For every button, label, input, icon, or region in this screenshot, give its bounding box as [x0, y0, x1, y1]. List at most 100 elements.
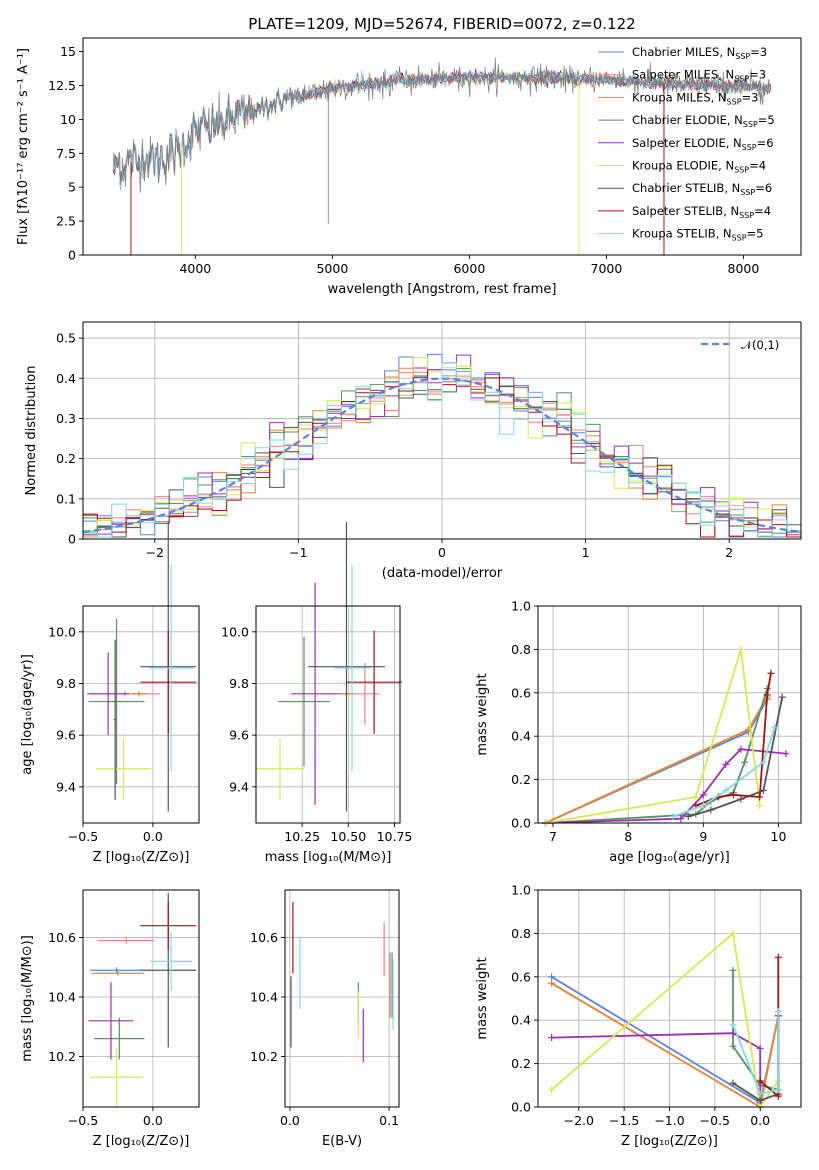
y-tick-label: 0.6: [511, 685, 531, 700]
y-tick-label: 0: [68, 532, 76, 547]
y-tick-label: 0.4: [511, 1013, 531, 1028]
x-tick-label: 0.0: [750, 1113, 770, 1128]
spectrum-lines: [112, 57, 772, 255]
legend-label: Kroupa STELIB, N: [632, 227, 732, 241]
legend-tail: =4: [754, 204, 771, 218]
legend-entry: Kroupa STELIB, NSSP=5: [632, 227, 763, 243]
axes-residuals: −2 −1 0 1 2 0 0.1 0.2 0.3 0.4 0.5 (data-model)/erro…: [24, 321, 802, 581]
y-tick-label: 0.8: [511, 926, 531, 941]
y-tick-label: 0: [68, 248, 76, 263]
x-tick-label: 2: [725, 545, 733, 560]
y-tick-label: 0.2: [511, 772, 531, 787]
x-tick-label: 5000: [316, 261, 348, 276]
series-kroupa-elodie: [551, 931, 780, 1110]
y-tick-label: 0.1: [56, 491, 76, 506]
x-tick-label: −0.5: [700, 1113, 730, 1128]
points: [290, 901, 394, 1063]
legend-sub: SSP: [732, 234, 747, 243]
legend-label: Salpeter ELODIE, N: [632, 136, 742, 150]
gaussian-curve: [83, 377, 801, 534]
y-tick-label: 10.6: [48, 930, 76, 945]
x-tick-label: 8: [624, 829, 632, 844]
legend-sub: SSP: [743, 120, 758, 129]
x-tick-label: 0.0: [143, 829, 163, 844]
x-axis-label: Z [log₁₀(Z/Z⊙)]: [621, 1134, 718, 1149]
x-axis-label: mass [log₁₀(M/M⊙)]: [265, 850, 392, 865]
y-tick-label: 10.6: [250, 930, 278, 945]
y-tick-label: 1.0: [511, 883, 531, 898]
axes-frame: [284, 889, 400, 1108]
spectrum-data: [112, 57, 772, 193]
legend-label: Chabrier ELODIE, N: [632, 113, 743, 127]
legend-label: Salpeter MILES, N: [632, 68, 734, 82]
y-axis-label: mass weight: [475, 957, 490, 1039]
legend-label: Chabrier MILES, N: [632, 45, 735, 59]
legend-tail: =3: [749, 68, 766, 82]
legend-sub: SSP: [740, 188, 755, 197]
y-tick-label: 0.4: [511, 729, 531, 744]
legend-tail: =6: [757, 136, 774, 150]
y-tick-label: 5: [68, 180, 76, 195]
series-chabrier-elodie: [732, 970, 780, 1091]
y-tick-label: 7.5: [56, 146, 76, 161]
legend-sub: SSP: [742, 143, 757, 152]
series-salpeter-elodie: [551, 1032, 762, 1103]
legend-entry: Chabrier MILES, NSSP=3: [632, 45, 767, 61]
y-tick-label: 9.6: [56, 728, 76, 743]
axes-spectrum: 4000 5000 6000 7000 8000 0 2.5 5 7.5 10 12.5 15 wave…: [16, 15, 802, 297]
points: [256, 522, 402, 812]
x-tick-label: −2.0: [564, 1113, 594, 1128]
series-salpeter-elodie: [545, 748, 787, 824]
x-axis-label: Z [log₁₀(Z/Z⊙)]: [93, 850, 190, 865]
x-tick-label: −0.5: [68, 829, 98, 844]
series: [542, 645, 790, 827]
legend-tail: =3: [750, 45, 767, 59]
axes-mass-vs-EBV: 0.0 0.1 10.2 10.4 10.6 E(B-V): [250, 889, 400, 1149]
legend-tail: =3: [742, 90, 759, 104]
y-tick-label: 10.0: [48, 624, 76, 639]
axes-mass-vs-Z: −0.5 0.0 10.2 10.4 10.6 Z [log₁₀(Z/Z⊙)] mass […: [20, 889, 200, 1149]
y-tick-label: 1.0: [511, 599, 531, 614]
y-tick-label: 0.2: [511, 1056, 531, 1071]
y-tick-label: 2.5: [56, 214, 76, 229]
y-tick-label: 0.6: [511, 969, 531, 984]
histogram-kroupa-stelib: [83, 362, 801, 538]
x-tick-label: −1: [289, 545, 307, 560]
legend-tail: =6: [755, 181, 772, 195]
series-chabrier-stelib: [688, 696, 784, 818]
legend-sub: SSP: [739, 211, 754, 220]
histograms: [83, 353, 801, 538]
y-tick-label: 0.0: [511, 1100, 531, 1115]
legend-sub: SSP: [735, 52, 750, 61]
y-tick-label: 10.4: [250, 990, 278, 1005]
y-tick-label: 9.4: [229, 779, 249, 794]
legend-entry: Kroupa MILES, NSSP=3: [632, 90, 758, 106]
y-axis-label: mass [log₁₀(M/M⊙)]: [20, 935, 35, 1062]
x-tick-label: 7000: [591, 261, 623, 276]
y-tick-label: 0.5: [56, 331, 76, 346]
x-axis-label: wavelength [Angstrom, rest frame]: [328, 282, 557, 297]
axes-age-vs-Z: −0.5 0.0 9.4 9.6 9.8 10.0 Z [log₁₀(Z/Z⊙)] age […: [20, 522, 200, 865]
x-tick-label: 0.0: [280, 1113, 300, 1128]
y-axis-label: Flux [fλ10⁻¹⁷ erg cm⁻² s⁻¹ A⁻¹]: [16, 48, 31, 245]
y-tick-label: 10.2: [48, 1049, 76, 1064]
x-tick-label: 4000: [179, 261, 211, 276]
x-tick-label: 10.25: [284, 829, 320, 844]
y-tick-label: 0.0: [511, 816, 531, 831]
x-tick-label: 0.1: [379, 1113, 399, 1128]
x-tick-label: 1: [582, 545, 590, 560]
x-axis-label: age [log₁₀(age/yr)]: [609, 850, 730, 865]
legend-label: Kroupa MILES, N: [632, 90, 727, 104]
y-tick-label: 9.8: [56, 676, 76, 691]
y-tick-label: 12.5: [48, 78, 76, 93]
axes-frame: [82, 889, 200, 1108]
y-axis-label: age [log₁₀(age/yr)]: [20, 654, 35, 775]
y-tick-label: 9.4: [56, 779, 76, 794]
legend-entry: Salpeter STELIB, NSSP=4: [632, 204, 771, 220]
legend-tail: =5: [747, 227, 764, 241]
x-tick-label: 0.0: [143, 1113, 163, 1128]
x-tick-label: 7: [549, 829, 557, 844]
points: [87, 522, 197, 812]
x-tick-label: 0: [438, 545, 446, 560]
